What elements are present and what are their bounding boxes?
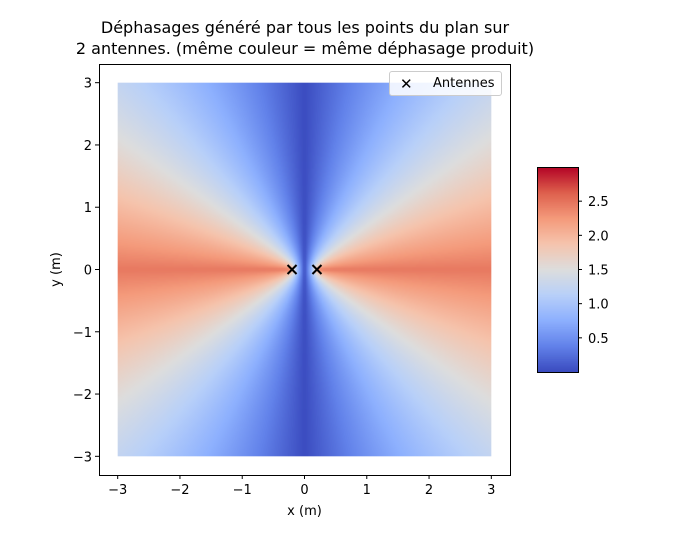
x-axis-label: x (m) (287, 504, 322, 519)
y-tick-label: 3 (84, 77, 92, 92)
y-tick-label: −2 (73, 388, 92, 403)
legend-label: Antennes (433, 76, 495, 91)
x-tick-label: 1 (363, 483, 371, 498)
colorbar-gradient (537, 167, 578, 372)
colorbar-ticks: 0.5 1.0 1.5 2.0 2.5 (578, 195, 609, 347)
antenna-marker (311, 264, 323, 275)
colorbar-tick-label: 2.5 (588, 195, 609, 210)
antenna-markers (286, 264, 323, 275)
antenna-marker (286, 264, 298, 275)
y-tick-label: 2 (84, 139, 92, 154)
y-axis-ticks: −3 −2 −1 0 1 2 3 (73, 77, 99, 465)
x-tick-label: −3 (108, 483, 127, 498)
x-axis-ticks: −3 −2 −1 0 1 2 3 (108, 475, 495, 498)
y-axis-label: y (m) (49, 252, 64, 287)
y-tick-label: −3 (73, 450, 92, 465)
colorbar-tick-label: 2.0 (588, 229, 609, 244)
x-tick-label: 3 (487, 483, 495, 498)
y-tick-label: 1 (84, 201, 92, 216)
colorbar-tick-label: 0.5 (588, 332, 609, 347)
colorbar: 0.5 1.0 1.5 2.0 2.5 (537, 167, 609, 373)
colorbar-tick-label: 1.5 (588, 264, 609, 279)
chart-title-line-1: Déphasages généré par tous les points du… (100, 18, 510, 37)
colorbar-tick-label: 1.0 (588, 298, 609, 313)
phase-heatmap (117, 82, 492, 457)
x-tick-label: 2 (425, 483, 433, 498)
legend-marker-icon: ✕ (400, 75, 413, 93)
x-tick-label: −2 (170, 483, 189, 498)
legend: ✕ Antennes (389, 71, 502, 96)
y-tick-label: −1 (73, 326, 92, 341)
y-tick-label: 0 (84, 264, 92, 279)
x-tick-label: −1 (233, 483, 252, 498)
x-tick-label: 0 (300, 483, 308, 498)
chart-title-line-2: 2 antennes. (même couleur = même déphasa… (75, 39, 535, 58)
plot-area: −3 −2 −1 0 1 2 3 −3 −2 −1 0 1 2 3 x (m) y (m) (49, 64, 511, 519)
